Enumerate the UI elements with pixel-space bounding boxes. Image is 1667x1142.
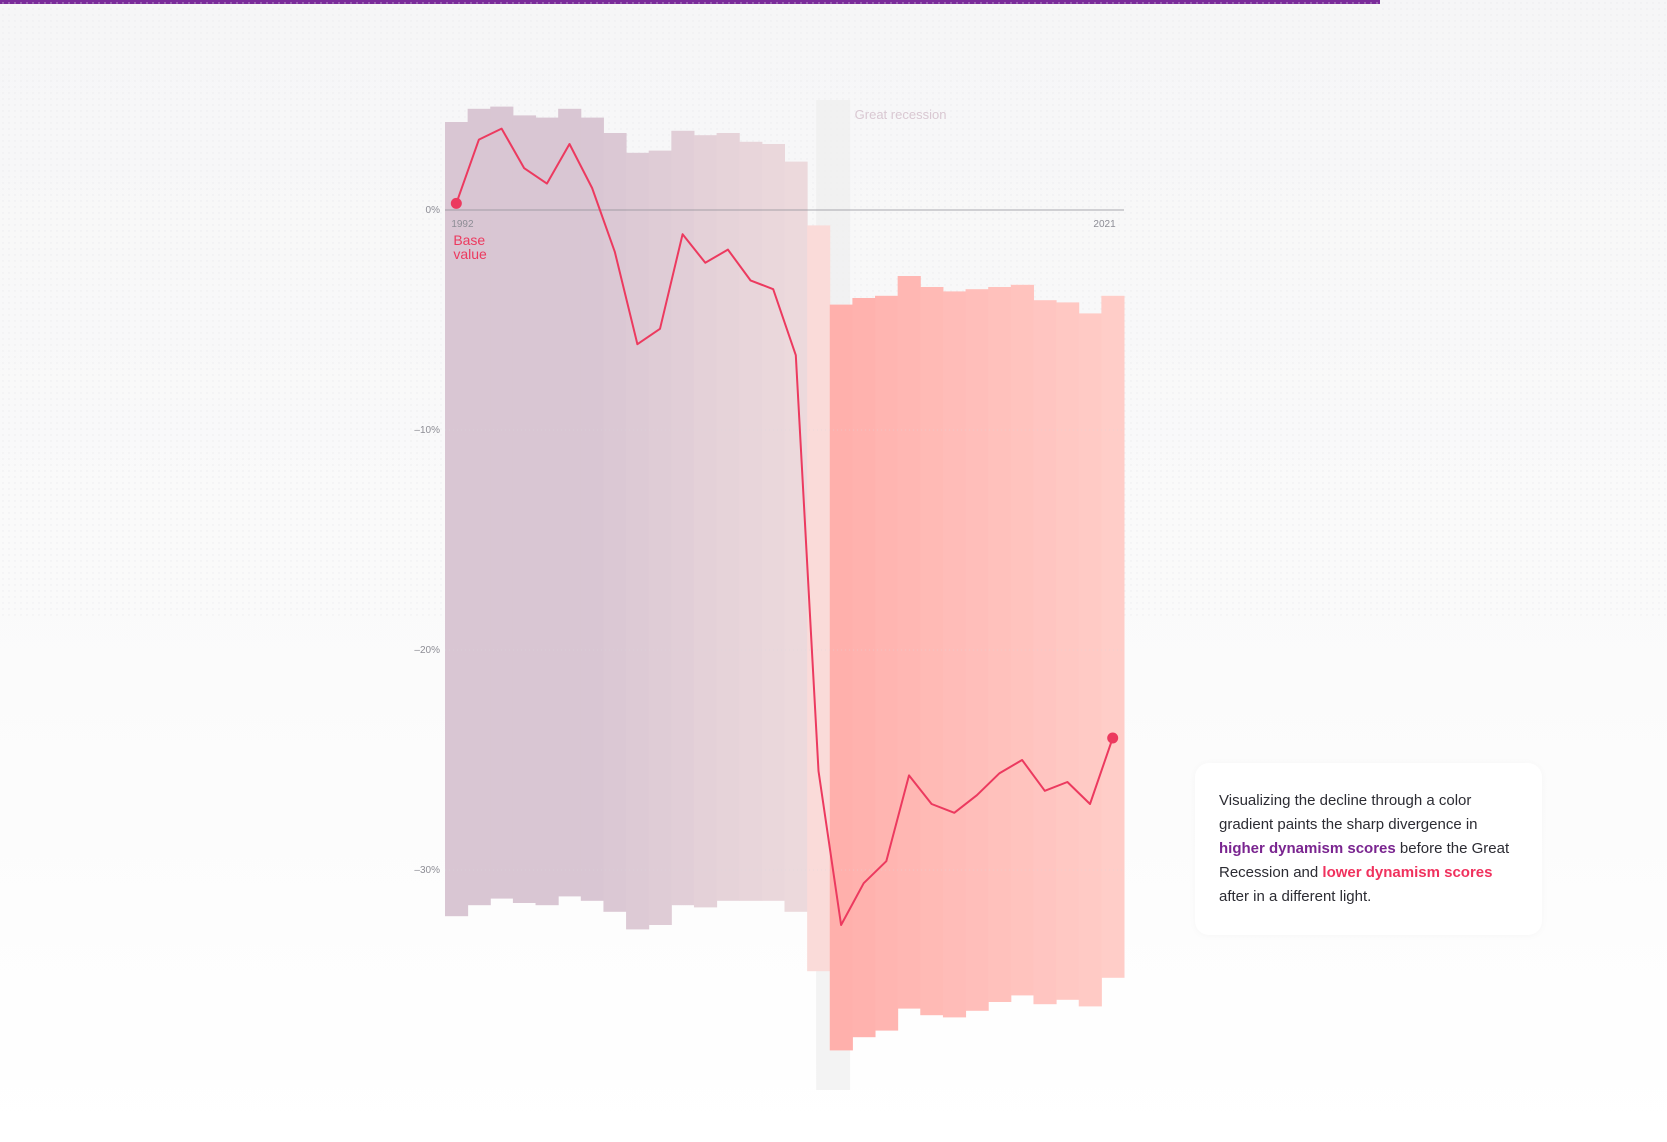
band-bar-2014: [942, 291, 967, 1018]
x-start-label: 1992: [451, 219, 474, 230]
band-bar-2001: [648, 150, 672, 926]
y-tick-label-1: –10%: [414, 425, 440, 436]
band-bar-1995: [512, 115, 537, 903]
series-line-group: [455, 127, 1114, 926]
band-bar-2018: [1033, 300, 1057, 1005]
chart-labels: Great recession 1992 2021 Base value: [451, 107, 1116, 262]
band-bar-2010: [852, 298, 876, 1038]
lower-dynamism-highlight: lower dynamism scores: [1322, 864, 1493, 881]
y-tick-label-0: 0%: [426, 205, 441, 216]
band-bar-2003: [693, 135, 718, 908]
band-bar-2020: [1078, 313, 1102, 1007]
confidence-bands: [445, 106, 1125, 1051]
insight-text-part1: Visualizing the decline through a color …: [1219, 792, 1478, 833]
y-tick-label-2: –20%: [414, 645, 440, 656]
band-bar-2007: [784, 161, 808, 912]
band-bar-2005: [739, 141, 763, 901]
band-bar-1996: [535, 117, 559, 906]
band-bar-2021: [1101, 295, 1125, 978]
band-bar-2004: [716, 133, 740, 901]
band-bar-2012: [897, 276, 921, 1009]
band-bar-2002: [671, 130, 695, 906]
series-line: [455, 127, 1114, 926]
y-tick-label-3: –30%: [414, 865, 440, 876]
insight-text-part3: after in a different light.: [1219, 888, 1372, 905]
y-axis-ticks: 0% –10% –20% –30%: [414, 205, 440, 876]
x-end-label: 2021: [1093, 219, 1116, 230]
end-point: [1107, 732, 1119, 744]
base-value-label-line2: value: [453, 246, 487, 262]
band-bar-2019: [1056, 302, 1080, 1000]
band-bar-1994: [490, 106, 514, 899]
band-bar-2011: [875, 295, 899, 1031]
band-bar-2000: [626, 152, 650, 930]
band-bar-2017: [1010, 284, 1034, 996]
band-bar-2013: [920, 287, 944, 1016]
insight-text-part2: before the Great Recession and: [1219, 840, 1510, 881]
band-bar-1998: [580, 117, 604, 901]
band-bar-1997: [558, 108, 582, 897]
insight-card: Visualizing the decline through a color …: [1195, 763, 1542, 935]
band-bar-2006: [761, 144, 785, 901]
base-value-label-line1: Base: [453, 232, 485, 248]
band-bar-2016: [988, 287, 1012, 1002]
recession-label: Great recession: [855, 107, 947, 122]
insight-text: Visualizing the decline through a color …: [1219, 789, 1518, 909]
band-bar-1999: [603, 133, 627, 912]
endpoint-markers: [450, 197, 1119, 744]
higher-dynamism-highlight: higher dynamism scores: [1219, 840, 1396, 857]
band-bar-1993: [467, 108, 491, 906]
band-bar-2008: [807, 225, 831, 972]
start-point: [450, 197, 462, 209]
band-bar-2009: [829, 304, 853, 1051]
band-bar-1992: [445, 122, 469, 917]
